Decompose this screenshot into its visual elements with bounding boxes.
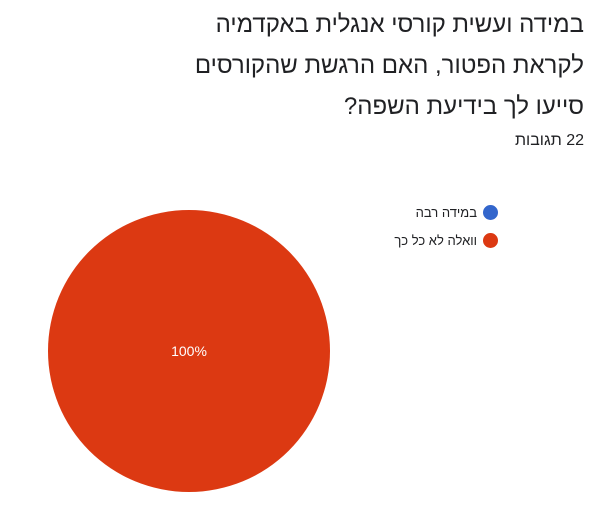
legend-item-0: במידה רבה xyxy=(394,204,498,220)
question-title: במידה ועשית קורסי אנגלית באקדמיה לקראת ה… xyxy=(194,11,584,120)
chart-legend: במידה רבה וואלה לא כל כך xyxy=(394,204,498,260)
response-count: 22 תגובות xyxy=(515,132,584,149)
legend-label: במידה רבה xyxy=(415,204,477,220)
slice-label: 100% xyxy=(171,343,207,359)
legend-label: וואלה לא כל כך xyxy=(394,232,477,248)
legend-swatch-red xyxy=(483,232,498,248)
pie-slice-1 xyxy=(48,210,330,492)
legend-swatch-blue xyxy=(483,204,498,220)
legend-item-1: וואלה לא כל כך xyxy=(394,232,498,248)
